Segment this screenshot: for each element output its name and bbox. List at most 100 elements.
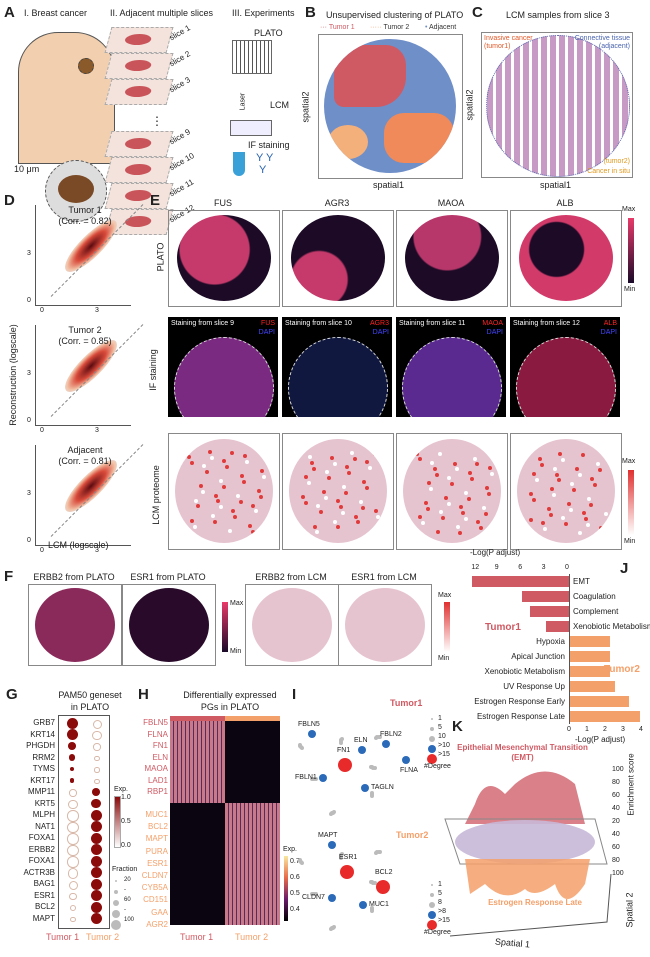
- lcm-spot: [418, 515, 423, 520]
- lcm-spot: [312, 466, 317, 471]
- gene-label: FBLN5: [143, 718, 168, 727]
- term-label: Coagulation: [573, 592, 616, 601]
- tissue-map: [35, 588, 115, 662]
- gene-label: AGR2: [146, 919, 168, 929]
- marker-map: [338, 584, 432, 666]
- if-label: IF staining: [248, 140, 290, 150]
- panel-e-letter: E: [150, 192, 161, 209]
- expression-dot: [90, 867, 102, 878]
- network-node: [309, 892, 314, 897]
- lcm-spot: [429, 486, 434, 491]
- expression-dot: [67, 810, 79, 822]
- panel-c-title: LCM samples from slice 3: [506, 10, 610, 20]
- lcm-spot: [587, 496, 592, 501]
- top-tick: 0: [565, 564, 569, 571]
- group-label: Tumor 1: [180, 932, 214, 942]
- lcm-spot: [201, 490, 206, 495]
- c-ylabel: spatial2: [464, 89, 475, 121]
- lcm-spot: [236, 494, 241, 499]
- x-tick: 3: [95, 547, 99, 554]
- expression-dot: [67, 821, 79, 834]
- gene-label: MLPH: [32, 810, 55, 819]
- gene-label: RBP1: [147, 787, 168, 796]
- lcm-spot: [364, 485, 369, 490]
- tissue-section: [123, 34, 153, 45]
- lcm-spot: [490, 471, 495, 476]
- network-node: [370, 794, 375, 799]
- if-image: Staining from slice 12 ALB DAPI: [510, 317, 620, 417]
- hub-node: [328, 894, 336, 902]
- lcm-slide-icon: [230, 120, 272, 136]
- gene-label: MAOA: [144, 764, 168, 773]
- plato-map: [510, 210, 622, 307]
- fraction-dot: [111, 920, 121, 930]
- lcm-spot: [430, 460, 435, 465]
- expression-dot: [90, 901, 102, 913]
- lcm-spot: [552, 466, 557, 471]
- scatter-plot: [35, 444, 144, 546]
- lcm-spot: [259, 469, 264, 474]
- dapi-label: DAPI: [486, 329, 503, 336]
- lcm-spot: [321, 490, 326, 495]
- expression-dot: [94, 755, 100, 762]
- gene-label: KRT5: [34, 798, 55, 808]
- row-label-lcm: LCM proteome: [150, 465, 161, 525]
- lcm-spot: [213, 493, 218, 498]
- lcm-spot: [341, 485, 346, 490]
- tissue-map: [129, 588, 209, 662]
- expression-dot: [69, 766, 75, 772]
- gene-label: RRM2: [32, 752, 55, 762]
- legend-tumor2: ····· Tumor 2: [370, 24, 410, 31]
- node-label: FBLN2: [380, 731, 402, 738]
- lcm-spot: [355, 520, 360, 525]
- top-tick: 9: [494, 564, 499, 571]
- y-tick: 0: [27, 417, 31, 424]
- lcm-spot: [315, 530, 320, 535]
- lcm-spot: [569, 507, 574, 512]
- lcm-map: [396, 433, 508, 550]
- lcm-spot: [487, 465, 492, 470]
- node-label: TAGLN: [371, 784, 394, 791]
- lcm-spot: [478, 526, 483, 531]
- legend-label: 5: [438, 890, 442, 897]
- group-label: Tumor 2: [86, 932, 120, 942]
- plato-map: [396, 210, 508, 307]
- expression-dot: [68, 799, 78, 810]
- correlation-value: (Corr. = 0.85): [58, 336, 112, 346]
- k-top-label-1: Epithelial Mesenchymal Transition: [457, 743, 588, 752]
- lcm-spot: [190, 518, 195, 523]
- tissue-map: [405, 215, 499, 301]
- expression-dot: [90, 821, 102, 832]
- lcm-spot: [546, 506, 551, 511]
- invasive-label: Invasive cancer: [484, 35, 533, 42]
- body-illustration: [18, 32, 115, 164]
- marker-map: [122, 584, 216, 666]
- degree-label: #Degree: [424, 763, 451, 770]
- expression-dot: [90, 855, 102, 867]
- node-label: FBLN5: [298, 721, 320, 728]
- lcm-spot: [347, 470, 352, 475]
- lcm-spot: [449, 481, 454, 486]
- panel-b-letter: B: [305, 4, 316, 21]
- colorbar-lcm: [628, 470, 634, 535]
- lcm-spot: [543, 527, 548, 532]
- node-label: MAPT: [318, 832, 338, 839]
- lcm-spot: [218, 505, 223, 510]
- y-tick: 3: [27, 490, 31, 497]
- lcm-spot: [577, 473, 582, 478]
- hub-node: [382, 740, 390, 748]
- lcm-spot: [583, 517, 588, 522]
- panel-g-letter: G: [6, 686, 18, 703]
- expression-dot: [92, 719, 102, 729]
- network-node: [297, 743, 302, 748]
- stained-tissue: [288, 337, 388, 417]
- expression-dot: [68, 742, 76, 750]
- legend-dot: [429, 902, 435, 908]
- y-tick: 0: [27, 297, 31, 304]
- heatmap-block: [170, 803, 225, 925]
- lcm-spot: [469, 476, 474, 481]
- lcm-spot: [467, 470, 472, 475]
- bar-tumor1: [471, 576, 569, 587]
- panel-j-letter: J: [620, 560, 629, 577]
- map-title: ERBB2 from LCM: [255, 572, 327, 582]
